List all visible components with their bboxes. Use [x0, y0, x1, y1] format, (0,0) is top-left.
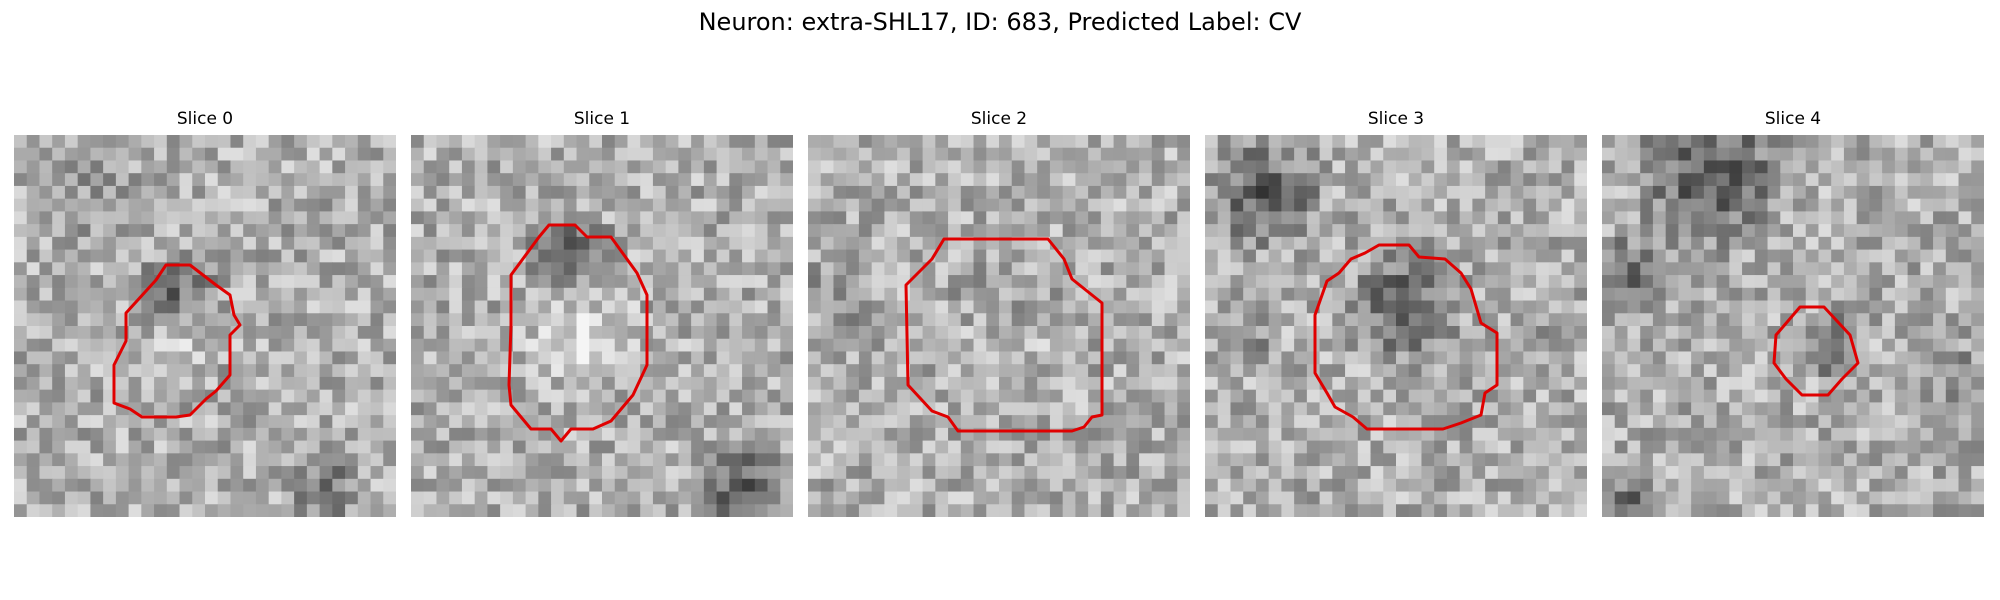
- neuron-contour: [904, 237, 1104, 433]
- slice-image-4: [1602, 135, 1984, 517]
- neuron-contour: [507, 223, 649, 443]
- slice-panel-1: Slice 1: [411, 108, 793, 520]
- slice-title: Slice 2: [970, 109, 1028, 129]
- figure-title: Neuron: extra-SHL17, ID: 683, Predicted …: [698, 8, 1302, 36]
- neuron-contour: [1772, 305, 1860, 397]
- slice-image-1: [411, 135, 793, 517]
- slice-panel-4: Slice 4: [1602, 108, 1984, 520]
- slice-image-2: [808, 135, 1190, 517]
- slice-title: Slice 3: [1367, 109, 1425, 129]
- slice-title: Slice 1: [573, 109, 631, 129]
- neuron-contour: [1313, 243, 1499, 431]
- slice-panel-3: Slice 3: [1205, 108, 1587, 520]
- slice-title: Slice 0: [176, 109, 234, 129]
- slice-panel-2: Slice 2: [808, 108, 1190, 520]
- slice-image-3: [1205, 135, 1587, 517]
- slice-panel-0: Slice 0: [14, 108, 396, 520]
- neuron-contour: [112, 263, 242, 419]
- slice-title: Slice 4: [1764, 109, 1822, 129]
- slice-image-0: [14, 135, 396, 517]
